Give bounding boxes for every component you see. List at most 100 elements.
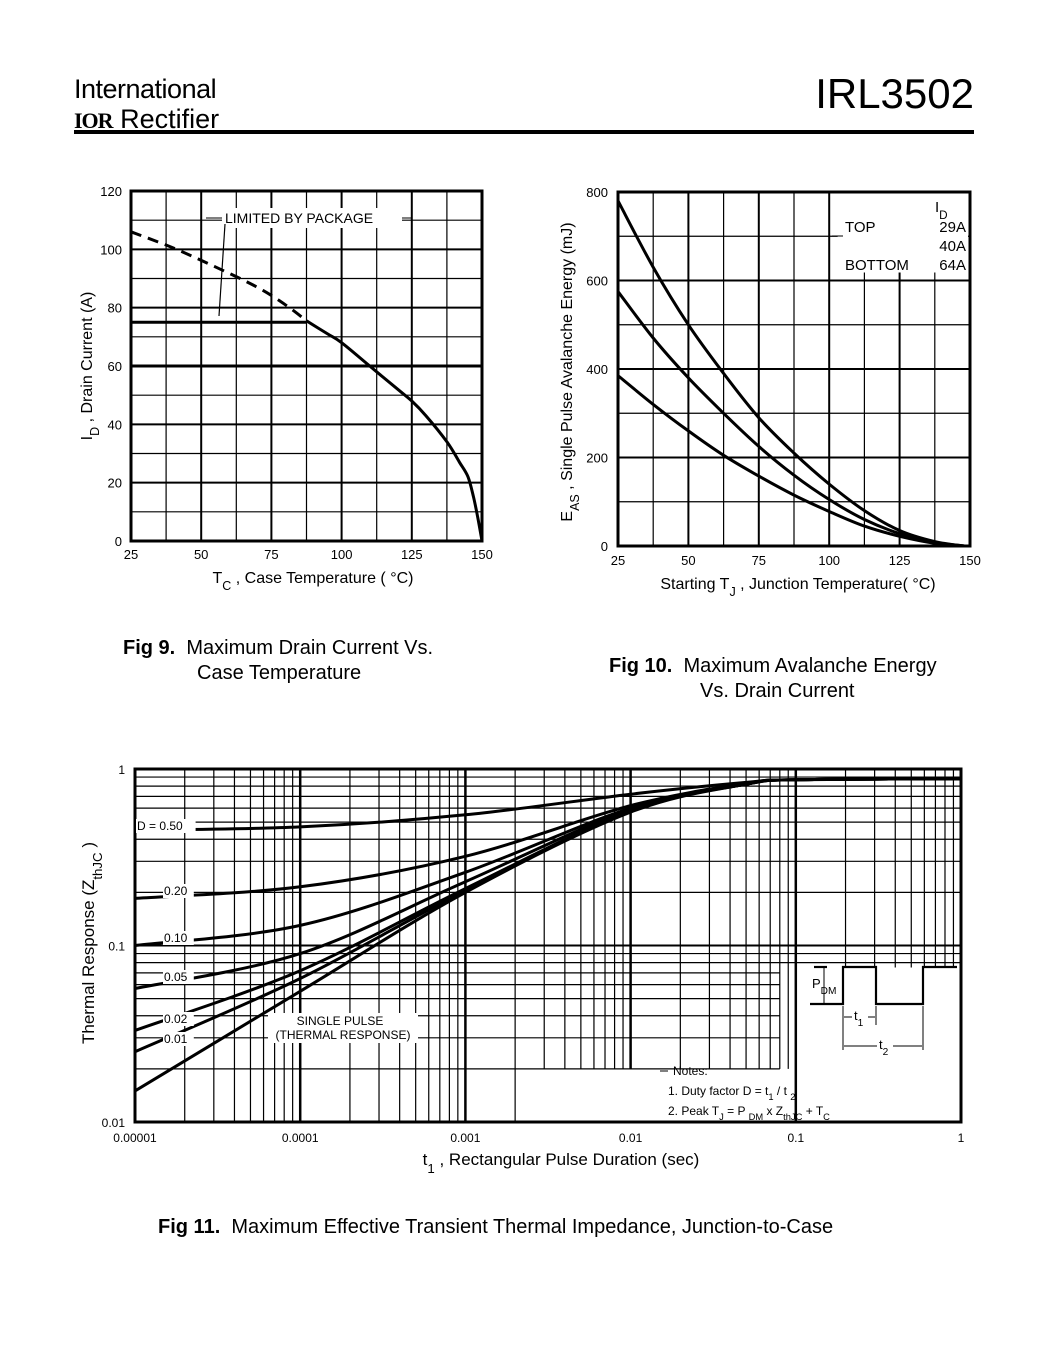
fig11-inset-waveform — [810, 965, 957, 1006]
fig9-annotation-bg — [222, 208, 402, 228]
fig9-xlabel: TC , Case Temperature ( °C) — [213, 570, 414, 593]
fig11-xtick-label: 1 — [958, 1131, 965, 1145]
fig11-inset-t1-label: t1 — [854, 1008, 864, 1029]
fig10-xtick-label: 125 — [889, 553, 911, 568]
fig10-ytick-label: 800 — [586, 185, 608, 200]
fig9-ytick-label: 20 — [108, 476, 122, 491]
fig11-note-1: 1. Duty factor D = t1 / t 2 — [668, 1084, 795, 1102]
fig9-frame — [129, 189, 484, 543]
fig11-curve-label: 0.20 — [164, 884, 188, 898]
fig10-xtick-label: 50 — [681, 553, 695, 568]
fig10-caption-line1: Maximum Avalanche Energy — [683, 655, 937, 677]
fig10-ytick-label: 0 — [601, 539, 608, 554]
fig10-legend-value: 29A — [939, 219, 966, 236]
fig10-ytick-label: 400 — [586, 362, 608, 377]
fig10-legend-tag: TOP — [845, 219, 876, 236]
fig10-ytick-label: 200 — [586, 451, 608, 466]
fig11-single-pulse-label: SINGLE PULSE — [297, 1014, 384, 1028]
fig10-legend-title: ID — [935, 199, 948, 222]
fig11-curve-label: 0.05 — [164, 970, 188, 984]
fig9-ytick-label: 120 — [100, 184, 122, 199]
fig9-caption-line1: Maximum Drain Current Vs. — [186, 637, 434, 659]
fig10-caption-label: Fig 10. — [609, 655, 673, 677]
fig11-curve-label-bg — [163, 970, 194, 984]
fig11-curve-label: 0.02 — [164, 1012, 188, 1026]
fig11-inset-t2-bg — [877, 1038, 893, 1052]
part-number: IRL3502 — [815, 70, 974, 117]
fig11-caption-text: Maximum Effective Transient Thermal Impe… — [231, 1216, 834, 1238]
fig11-single-pulse-bg — [268, 1013, 418, 1043]
fig11-ytick-label: 1 — [118, 763, 125, 777]
fig9-ytick-label: 40 — [108, 417, 122, 432]
fig9-xtick-label: 50 — [194, 547, 208, 562]
fig10-xtick-label: 100 — [818, 553, 840, 568]
logo-rectifier-text: Rectifier — [120, 104, 220, 134]
fig9-chart: 25 50 75 100 125 150 0 20 40 60 80 100 120 LIMITED BY… — [79, 184, 493, 593]
fig9-xtick-label: 125 — [401, 547, 423, 562]
fig11-inset-t1-bg — [852, 1009, 868, 1023]
fig11-chart: 0.00001 0.0001 0.001 0.01 0.1 1 0.01 0.1 1 D = 0.… — [79, 763, 965, 1176]
fig11-curve-label-bg — [163, 1012, 194, 1026]
fig10-caption: Fig 10. Maximum Avalanche Energy Vs. Dra… — [609, 654, 937, 704]
fig9-series-line — [130, 230, 308, 322]
fig9-xtick-label: 100 — [331, 547, 353, 562]
fig9-ytick-label: 0 — [115, 534, 122, 549]
fig10-ylabel: EAS , Single Pulse Avalanche Energy (mJ) — [559, 222, 582, 521]
fig10-xtick-label: 75 — [752, 553, 766, 568]
fig11-curve-label-bg — [163, 931, 194, 945]
fig9-ytick-label: 100 — [100, 242, 122, 257]
fig11-ylabel: Thermal Response (ZthJC ) — [79, 842, 105, 1044]
fig11-xtick-label: 0.00001 — [113, 1131, 157, 1145]
fig10-frame — [616, 190, 972, 548]
fig11-curve-label-bg — [136, 819, 196, 833]
fig11-series-line — [134, 777, 962, 1032]
fig9-caption-line2: Case Temperature — [197, 662, 362, 684]
fig11-curve-label: 0.01 — [164, 1032, 188, 1046]
fig9-xtick-label: 25 — [124, 547, 138, 562]
fig9-caption: Fig 9. Maximum Drain Current Vs. Case Te… — [123, 636, 433, 686]
fig10-xtick-label: 150 — [959, 553, 981, 568]
fig9-series-line — [305, 319, 484, 542]
fig10-xtick-label: 25 — [611, 553, 625, 568]
fig10-xlabel: Starting TJ , Junction Temperature( °C) — [660, 576, 935, 599]
fig11-xtick-label: 0.01 — [619, 1131, 643, 1145]
fig10-legend-tag: BOTTOM — [845, 257, 909, 274]
fig10-series-line — [616, 200, 965, 548]
fig10-legend-value: 64A — [939, 257, 966, 274]
fig9-ytick-label: 80 — [108, 301, 122, 316]
fig11-notes-title: Notes: — [673, 1064, 708, 1078]
fig11-curve-label: D = 0.50 — [137, 819, 183, 833]
fig11-inset-t2-label: t2 — [879, 1037, 889, 1058]
fig11-series-line — [134, 777, 962, 1093]
fig9-xtick-label: 75 — [264, 547, 278, 562]
fig11-inset-pdm-label: PDM — [812, 976, 836, 997]
fig9-annotation-label: LIMITED BY PACKAGE — [225, 210, 373, 226]
fig9-caption-label: Fig 9. — [123, 637, 176, 659]
fig11-series-line — [134, 777, 962, 1054]
fig10-legend-value: 40A — [939, 238, 966, 255]
fig11-series-line — [134, 777, 962, 991]
fig11-xlabel: t1 , Rectangular Pulse Duration (sec) — [423, 1150, 700, 1176]
fig11-ytick-label: 0.1 — [108, 940, 125, 954]
fig11-ytick-label: 0.01 — [102, 1116, 126, 1130]
fig11-xtick-label: 0.001 — [450, 1131, 480, 1145]
header-rule — [74, 130, 974, 134]
fig10-series-line — [616, 290, 965, 548]
fig11-xtick-label: 0.1 — [787, 1131, 804, 1145]
fig10-series-line — [617, 374, 965, 548]
fig11-caption-label: Fig 11. — [158, 1216, 221, 1238]
logo-international: International — [74, 74, 217, 104]
fig9-ytick-label: 60 — [108, 359, 122, 374]
logo-rectifier: IOR Rectifier — [74, 104, 219, 136]
fig10-legend-bg — [837, 194, 968, 273]
fig10-ytick-label: 600 — [586, 274, 608, 289]
fig11-caption: Fig 11. Maximum Effective Transient Ther… — [158, 1215, 833, 1240]
fig10-caption-line2: Vs. Drain Current — [700, 680, 855, 702]
fig9-xtick-label: 150 — [471, 547, 493, 562]
fig9-ylabel: ID , Drain Current (A) — [79, 292, 102, 441]
fig11-curve-label-bg — [163, 1032, 194, 1046]
fig11-note-2: 2. Peak TJ = P DM x ZthJC + TC — [668, 1104, 830, 1122]
fig11-curve-label-bg — [163, 884, 194, 898]
fig10-chart: 25 50 75 100 125 150 0 200 400 600 800 ID TOP 29A 40A B… — [559, 185, 981, 599]
